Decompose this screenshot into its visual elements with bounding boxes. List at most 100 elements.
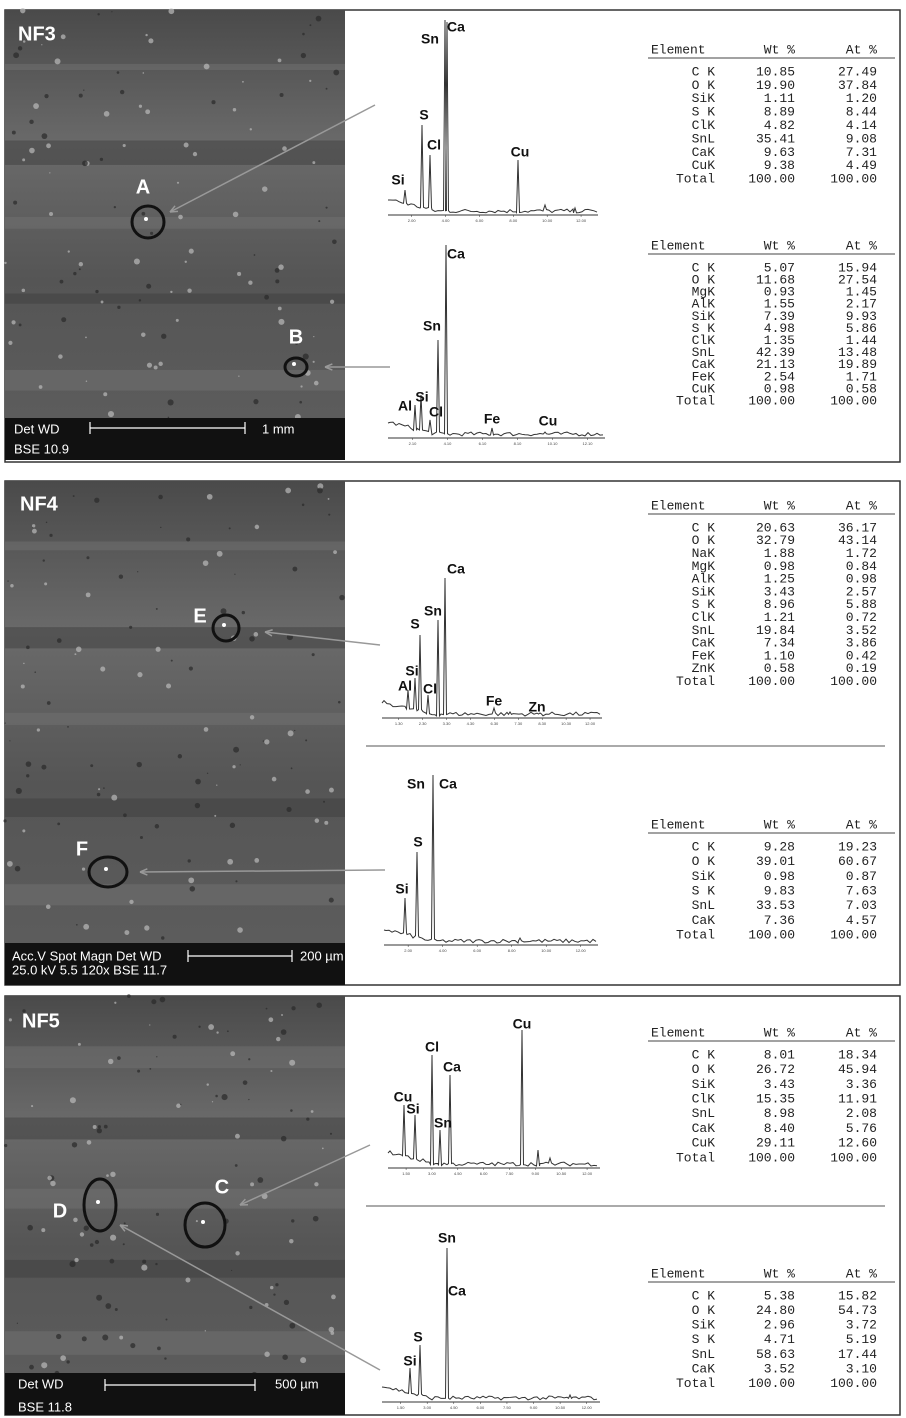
sem-layer xyxy=(5,541,345,550)
sem-speck xyxy=(207,1083,209,1085)
sem-speck xyxy=(215,1095,218,1098)
spectrum-tick-label: 6.00 xyxy=(480,1171,489,1176)
sem-speck xyxy=(156,1056,157,1057)
spectrum-tick-label: 10.00 xyxy=(542,218,553,223)
sem-speck xyxy=(20,8,25,13)
table-header: Wt % xyxy=(764,817,795,832)
peak-label: Al xyxy=(398,678,412,694)
sem-speck xyxy=(130,1343,135,1348)
sem-speck xyxy=(168,399,174,405)
sem-layer xyxy=(5,713,345,725)
table-cell: Total xyxy=(676,928,715,943)
table-cell: 100.00 xyxy=(748,1376,795,1391)
point-label: F xyxy=(76,838,88,860)
sem-speck xyxy=(29,1365,34,1370)
sem-speck xyxy=(82,1336,87,1341)
spectrum-tick-label: 4.30 xyxy=(467,721,476,726)
sem-speck xyxy=(250,715,254,719)
spectrum-tick-label: 6.30 xyxy=(490,721,499,726)
sem-speck xyxy=(49,172,50,173)
table-cell: CaK xyxy=(692,1361,716,1376)
sem-speck xyxy=(235,880,237,882)
sem-speck xyxy=(305,739,307,741)
sem-speck xyxy=(47,1176,51,1180)
table-cell: 15.35 xyxy=(756,1092,795,1107)
sem-speck xyxy=(273,1293,275,1295)
sem-speck xyxy=(188,877,194,883)
sem-speck xyxy=(16,788,22,794)
sem-layer xyxy=(5,64,345,70)
sem-speck xyxy=(147,363,152,368)
sem-speck xyxy=(47,701,51,705)
sem-speck xyxy=(76,924,78,926)
sem-speck xyxy=(111,11,112,12)
sem-speck xyxy=(4,722,5,723)
sem-speck xyxy=(291,1006,295,1010)
sem-speck xyxy=(149,1024,150,1025)
sem-speck xyxy=(270,1286,273,1289)
sem-speck xyxy=(12,131,16,135)
sem-speck xyxy=(134,258,140,264)
scale-label: 200 µm xyxy=(300,948,344,963)
sem-speck xyxy=(281,1014,283,1016)
table-header: Wt % xyxy=(764,1266,795,1281)
sem-speck xyxy=(280,93,284,97)
sem-speck xyxy=(269,1017,274,1022)
sem-speck xyxy=(57,822,60,825)
table-cell: S K xyxy=(692,884,716,899)
sem-speck xyxy=(233,747,239,753)
table-cell: CaK xyxy=(692,1121,716,1136)
sem-speck xyxy=(4,1144,7,1147)
table-cell: 2.08 xyxy=(846,1106,877,1121)
sem-speck xyxy=(330,300,334,304)
sem-speck xyxy=(332,239,337,244)
table-cell: 100.00 xyxy=(748,172,795,187)
sem-speck xyxy=(187,288,191,292)
sem-speck xyxy=(278,264,283,269)
spectrum-tick-label: 6.00 xyxy=(473,948,482,953)
panel-label: NF3 xyxy=(18,23,56,45)
sem-speck xyxy=(95,290,98,293)
sem-speck xyxy=(137,762,142,767)
sem-speck xyxy=(249,636,254,641)
sem-speck xyxy=(90,1243,94,1247)
sem-speck xyxy=(253,399,258,404)
sem-speck xyxy=(323,801,325,803)
sem-speck xyxy=(29,120,33,124)
sem-speck xyxy=(160,527,161,528)
sem-speck xyxy=(290,1109,293,1112)
sem-speck xyxy=(42,133,48,139)
sem-speck xyxy=(41,765,46,770)
peak-label: S xyxy=(413,834,422,850)
table-cell: 8.98 xyxy=(764,1106,795,1121)
sem-speck xyxy=(60,280,64,284)
sem-speck xyxy=(278,307,282,311)
sem-speck xyxy=(157,1346,161,1350)
sem-speck xyxy=(110,1259,115,1264)
spectrum-tick-label: 8.10 xyxy=(514,441,523,446)
sem-speck xyxy=(74,1258,78,1262)
sem-speck xyxy=(26,774,29,777)
sem-speck xyxy=(82,868,85,871)
spectrum-tick-label: 9.00 xyxy=(531,1171,540,1176)
sem-speck xyxy=(233,108,236,111)
table-header: Wt % xyxy=(764,42,795,57)
peak-label: Si xyxy=(391,172,404,188)
sem-speck xyxy=(316,16,322,22)
sem-speck xyxy=(164,1357,166,1359)
sem-speck xyxy=(270,1070,272,1072)
spectrum-tick-label: 12.00 xyxy=(585,721,596,726)
table-header: Wt % xyxy=(764,238,795,253)
sem-speck xyxy=(301,53,306,58)
sem-speck xyxy=(94,498,99,503)
panel-label: NF4 xyxy=(20,493,59,515)
table-cell: Total xyxy=(676,674,715,689)
sem-layer xyxy=(5,370,345,391)
sem-speck xyxy=(105,1303,111,1309)
peak-label: Cl xyxy=(425,1039,439,1055)
sem-speck xyxy=(275,268,280,273)
sem-speck xyxy=(263,740,264,741)
sem-speck xyxy=(158,495,163,500)
sem-speck xyxy=(19,324,22,327)
sem-speck xyxy=(11,320,15,324)
